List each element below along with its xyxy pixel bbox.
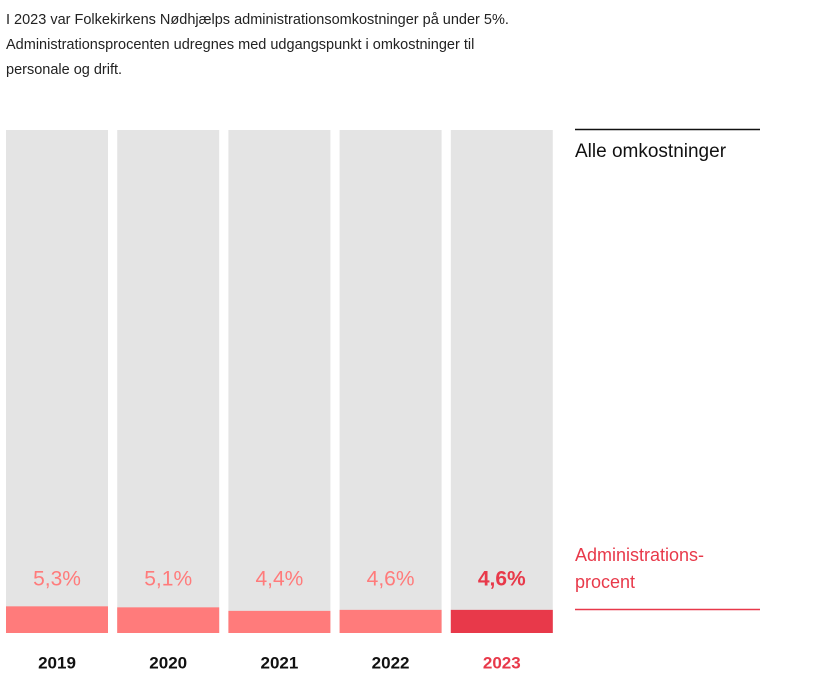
bar	[339, 130, 442, 633]
data-label: 4,6%	[367, 568, 415, 591]
x-tick-label: 2022	[372, 653, 410, 672]
data-label: 4,6%	[478, 568, 526, 591]
data-label: 5,3%	[33, 568, 81, 591]
data-label: 5,1%	[144, 568, 192, 591]
bar	[450, 130, 553, 633]
bar	[117, 607, 220, 633]
bar	[339, 609, 442, 633]
legend-label: Alle omkostninger	[575, 141, 727, 162]
x-tick-label: 2023	[483, 653, 521, 672]
x-tick-label: 2021	[260, 653, 298, 672]
bar	[117, 130, 220, 633]
x-tick-label: 2020	[149, 653, 187, 672]
x-tick-label: 2019	[38, 653, 76, 672]
bar	[6, 130, 108, 633]
bar	[450, 609, 553, 633]
bar	[228, 130, 331, 633]
bar	[6, 606, 108, 633]
legend-label: Administrations-procent	[575, 545, 705, 592]
chart-title: I 2023 var Folkekirkens Nødhjælps admini…	[6, 12, 509, 78]
bar	[228, 610, 331, 633]
data-label: 4,4%	[255, 568, 303, 591]
